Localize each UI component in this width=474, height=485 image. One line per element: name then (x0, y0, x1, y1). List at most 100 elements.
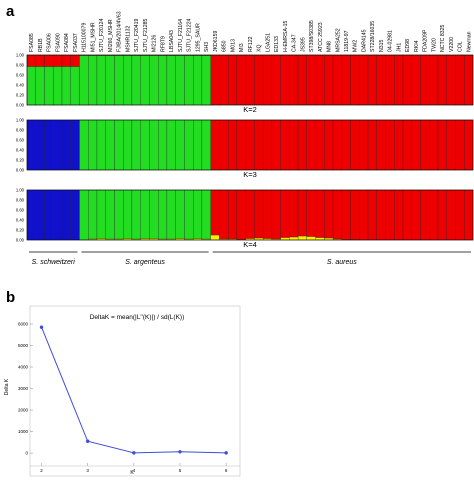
structure-bar-segment (262, 189, 273, 239)
strain-label: H-EMRSA-15 (283, 20, 289, 52)
strain-label: TW20 (431, 38, 437, 52)
structure-bar-segment (324, 119, 334, 171)
structure-bar-segment (123, 189, 133, 239)
strain-label: 11819-97 (344, 30, 350, 52)
structure-bar-segment (131, 55, 141, 106)
structure-bar-segment (44, 189, 54, 241)
group-label: S. aureus (327, 259, 357, 266)
structure-bar-segment (140, 189, 150, 239)
structure-bar-segment (88, 119, 98, 171)
strain-label: 04-02981 (388, 30, 394, 52)
structure-bar-segment (402, 189, 412, 241)
structure-bar-segment (254, 119, 264, 171)
structure-bar-segment (70, 119, 80, 171)
y-tick-label: 0.40 (16, 148, 25, 153)
strain-label: FDA209P (423, 29, 429, 52)
structure-bar-segment (315, 119, 325, 171)
strain-label: MN8 (327, 41, 333, 52)
structure-bar-segment (201, 119, 211, 171)
structure-bar-segment (70, 189, 80, 241)
structure-bar-segment (193, 189, 203, 239)
structure-bar-segment (376, 189, 386, 241)
structure-bar-segment (245, 189, 255, 239)
structure-bar-segment (341, 54, 351, 106)
structure-bar-segment (88, 55, 98, 106)
structure-bar-segment (79, 189, 89, 241)
structure-bar-segment (184, 189, 194, 240)
structure-bar-segment (114, 55, 124, 106)
strain-label: LGA251 (265, 33, 271, 52)
structure-bar-segment (201, 189, 211, 240)
structure-bar-segment (140, 55, 150, 106)
structure-bar-segment (271, 119, 281, 171)
structure-bar-segment (411, 54, 421, 106)
structure-bar-segment (193, 119, 203, 171)
strain-label: ED98 (405, 39, 411, 52)
structure-bar-segment (35, 66, 45, 106)
structure-bar-segment (96, 119, 106, 171)
structure-bar-segment (324, 237, 334, 241)
panel-a-label: a (6, 3, 15, 20)
structure-bar-segment (350, 189, 360, 240)
structure-bar-segment (184, 55, 194, 106)
strain-label: SJTU_F20419 (134, 18, 140, 52)
strain-label: MRSA252 (335, 28, 341, 52)
structure-bar-segment (227, 119, 238, 171)
structure-bar-segment (227, 54, 238, 106)
strain-label: JH1 (396, 43, 402, 52)
structure-frame (26, 54, 474, 106)
structure-bar-segment (359, 119, 369, 171)
structure-plot-k2: 0.00 0.20 0.40 0.60 0.80 1.00 K=2 (16, 53, 474, 114)
x-tick-label: 2 (40, 468, 43, 473)
structure-bar-segment (245, 54, 255, 106)
strain-label: FSA037 (73, 33, 79, 52)
delta-k-point (132, 451, 136, 455)
structure-bar-segment (429, 189, 439, 241)
structure-plot-k3: 0.00 0.20 0.40 0.60 0.80 1.00 K=3 (16, 118, 474, 179)
structure-bar-segment (53, 66, 63, 106)
y-tick-label: 1.00 (16, 118, 25, 123)
structure-bar-segment (420, 54, 430, 106)
chart-frame (29, 305, 241, 477)
structure-bar-segment (175, 119, 185, 171)
structure-frame (26, 189, 474, 241)
structure-bar-segment (149, 119, 159, 171)
structure-bar-segment (26, 66, 36, 106)
y-tick-label: 0.80 (16, 128, 25, 133)
structure-bar-segment (166, 119, 176, 171)
structure-bar-segment (70, 66, 80, 106)
y-tick-label: 0.60 (16, 73, 25, 78)
structure-bar-segment (385, 189, 395, 241)
strain-label: FSA090 (55, 33, 61, 52)
structure-bar-segment (332, 189, 342, 240)
strain-label: FSA006 (47, 33, 53, 52)
strain-label: MI3 (239, 43, 245, 52)
y-tick-label: 0.00 (16, 168, 25, 173)
structure-bar-segment (262, 54, 273, 106)
y-tick-label: 0.60 (16, 208, 25, 213)
structure-bar-segment (61, 54, 71, 67)
y-tick-label: 3000 (18, 386, 29, 391)
x-tick-label: 5 (179, 468, 182, 473)
strain-label: 6850 (222, 40, 228, 52)
y-tick-label: 4000 (18, 365, 29, 370)
structure-bar-segment (289, 119, 299, 171)
structure-bar-segment (402, 119, 412, 171)
delta-k-point (178, 450, 182, 454)
structure-bar-segment (140, 119, 150, 171)
structure-bar-segment (455, 54, 465, 106)
strain-label: JKD6159 (213, 31, 219, 52)
structure-bar-segment (210, 234, 220, 241)
structure-bar-segment (149, 189, 159, 239)
structure-bar-segment (245, 119, 255, 171)
strain-label: CA-347 (292, 34, 298, 52)
strain-label: N315 (379, 39, 385, 52)
structure-bar-segment (367, 189, 377, 241)
structure-bar-segment (446, 54, 456, 106)
panel-b-label: b (6, 289, 15, 306)
structure-bar-segment (306, 236, 316, 241)
structure-bar-segment (315, 237, 325, 241)
structure-bar-segment (297, 119, 307, 171)
structure-plots: 0.000.200.400.600.801.00K=20.000.200.400… (16, 53, 474, 249)
k-label: K=2 (243, 105, 257, 114)
